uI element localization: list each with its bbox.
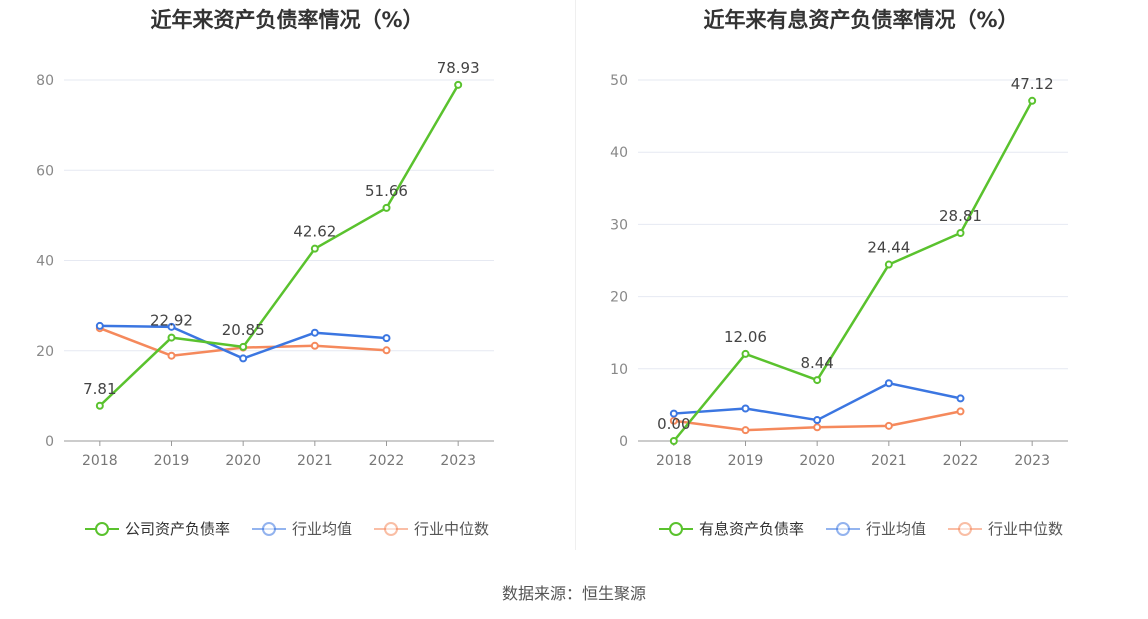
y-tick-label: 0	[619, 434, 628, 450]
data-point	[167, 322, 176, 331]
legend-label: 行业中位数	[414, 520, 490, 538]
data-point	[95, 321, 104, 330]
data-point	[741, 404, 750, 413]
data-source-note: 数据来源：恒生聚源	[501, 584, 646, 603]
panel-divider	[575, 0, 576, 550]
data-label: 51.66	[365, 182, 408, 200]
data-point	[167, 351, 176, 360]
y-tick-label: 20	[610, 290, 628, 306]
y-tick-label: 0	[45, 434, 54, 450]
data-point	[741, 349, 750, 358]
data-point	[956, 394, 965, 403]
chart-panel-left: 近年来资产负债率情况（%） 0 20 40 60 80 2018 2019 2020 2021 2…	[0, 0, 574, 560]
legend-label: 行业均值	[291, 520, 352, 538]
legend-swatch	[374, 521, 408, 536]
legend-swatch	[84, 521, 119, 536]
data-point	[956, 228, 965, 237]
y-tick-label: 10	[610, 362, 628, 378]
x-tick-label: 2020	[225, 453, 261, 469]
chart-title: 近年来有息资产负债率情况（%）	[703, 8, 1019, 32]
data-point	[741, 426, 750, 435]
data-point	[382, 346, 391, 355]
data-point	[884, 260, 893, 269]
x-tick-label: 2022	[943, 453, 979, 469]
x-tick-label: 2018	[656, 453, 692, 469]
data-label: 12.06	[724, 328, 767, 346]
series-line	[98, 84, 460, 407]
data-point	[310, 328, 319, 337]
x-tick-label: 2020	[799, 453, 835, 469]
chart-plot: 0 20 40 60 80 2018 2019 2020 2021 2022 2023 7.81 22.…	[36, 59, 494, 469]
legend-swatch	[948, 521, 982, 536]
legend-item[interactable]: 公司资产负债率	[84, 518, 230, 539]
data-label: 8.44	[800, 354, 833, 372]
legend-item[interactable]: 行业中位数	[374, 518, 489, 539]
chart-legend: 公司资产负债率 行业均值 行业中位数	[0, 518, 574, 539]
legend-swatch	[658, 521, 693, 536]
x-tick-label: 2023	[1014, 453, 1050, 469]
data-point	[95, 401, 104, 410]
data-point	[382, 334, 391, 343]
chart-plot: 0 10 20 30 40 50 2018 2019 2020 2021 2022 2023 0.00 1…	[610, 73, 1068, 469]
x-tick-label: 2022	[369, 453, 405, 469]
data-point	[884, 421, 893, 430]
legend-item[interactable]: 行业均值	[825, 518, 926, 539]
data-label: 78.93	[437, 59, 480, 77]
legend-swatch	[251, 521, 286, 536]
data-label: 20.85	[222, 321, 265, 339]
data-point	[1028, 96, 1037, 105]
data-label: 28.81	[939, 207, 982, 225]
x-tick-label: 2019	[728, 453, 764, 469]
y-tick-label: 60	[36, 163, 54, 179]
data-point	[813, 376, 822, 385]
data-label: 22.92	[150, 312, 193, 330]
data-point	[956, 407, 965, 416]
y-tick-label: 20	[36, 344, 54, 360]
x-tick-label: 2021	[297, 453, 333, 469]
data-point	[813, 416, 822, 425]
y-tick-label: 80	[36, 73, 54, 89]
data-point	[669, 409, 678, 418]
chart-legend: 有息资产负债率 行业均值 行业中位数	[574, 518, 1148, 539]
chart-title: 近年来资产负债率情况（%）	[150, 8, 424, 32]
y-tick-label: 40	[36, 254, 54, 270]
data-label: 7.81	[83, 380, 116, 398]
data-point	[669, 416, 678, 425]
data-label: 47.12	[1011, 75, 1054, 93]
legend-item[interactable]: 行业中位数	[948, 518, 1063, 539]
data-label: 0.00	[657, 415, 690, 433]
data-label: 42.62	[293, 223, 336, 241]
legend-label: 行业均值	[865, 520, 926, 538]
data-point	[884, 379, 893, 388]
series-line	[672, 100, 1034, 442]
y-tick-label: 30	[610, 217, 628, 233]
x-tick-label: 2023	[440, 453, 476, 469]
data-point	[239, 342, 248, 351]
chart-panel-right: 近年来有息资产负债率情况（%） 0 10 20 30 40 50 2018 2019 2020 2…	[574, 0, 1148, 560]
legend-item[interactable]: 行业均值	[251, 518, 352, 539]
data-label: 24.44	[867, 239, 910, 257]
x-tick-label: 2019	[154, 453, 190, 469]
data-point	[239, 354, 248, 363]
data-point	[813, 423, 822, 432]
y-tick-label: 40	[610, 145, 628, 161]
legend-swatch	[825, 521, 860, 536]
x-tick-label: 2021	[871, 453, 907, 469]
data-point	[669, 437, 678, 445]
legend-item[interactable]: 有息资产负债率	[658, 518, 804, 539]
legend-label: 公司资产负债率	[124, 520, 230, 538]
legend-label: 有息资产负债率	[698, 520, 804, 538]
data-point	[310, 341, 319, 350]
y-tick-label: 50	[610, 73, 628, 89]
data-point	[167, 333, 176, 342]
x-tick-label: 2018	[82, 453, 118, 469]
data-point	[310, 244, 319, 253]
data-point	[382, 203, 391, 212]
legend-label: 行业中位数	[988, 520, 1064, 538]
data-point	[454, 80, 463, 89]
